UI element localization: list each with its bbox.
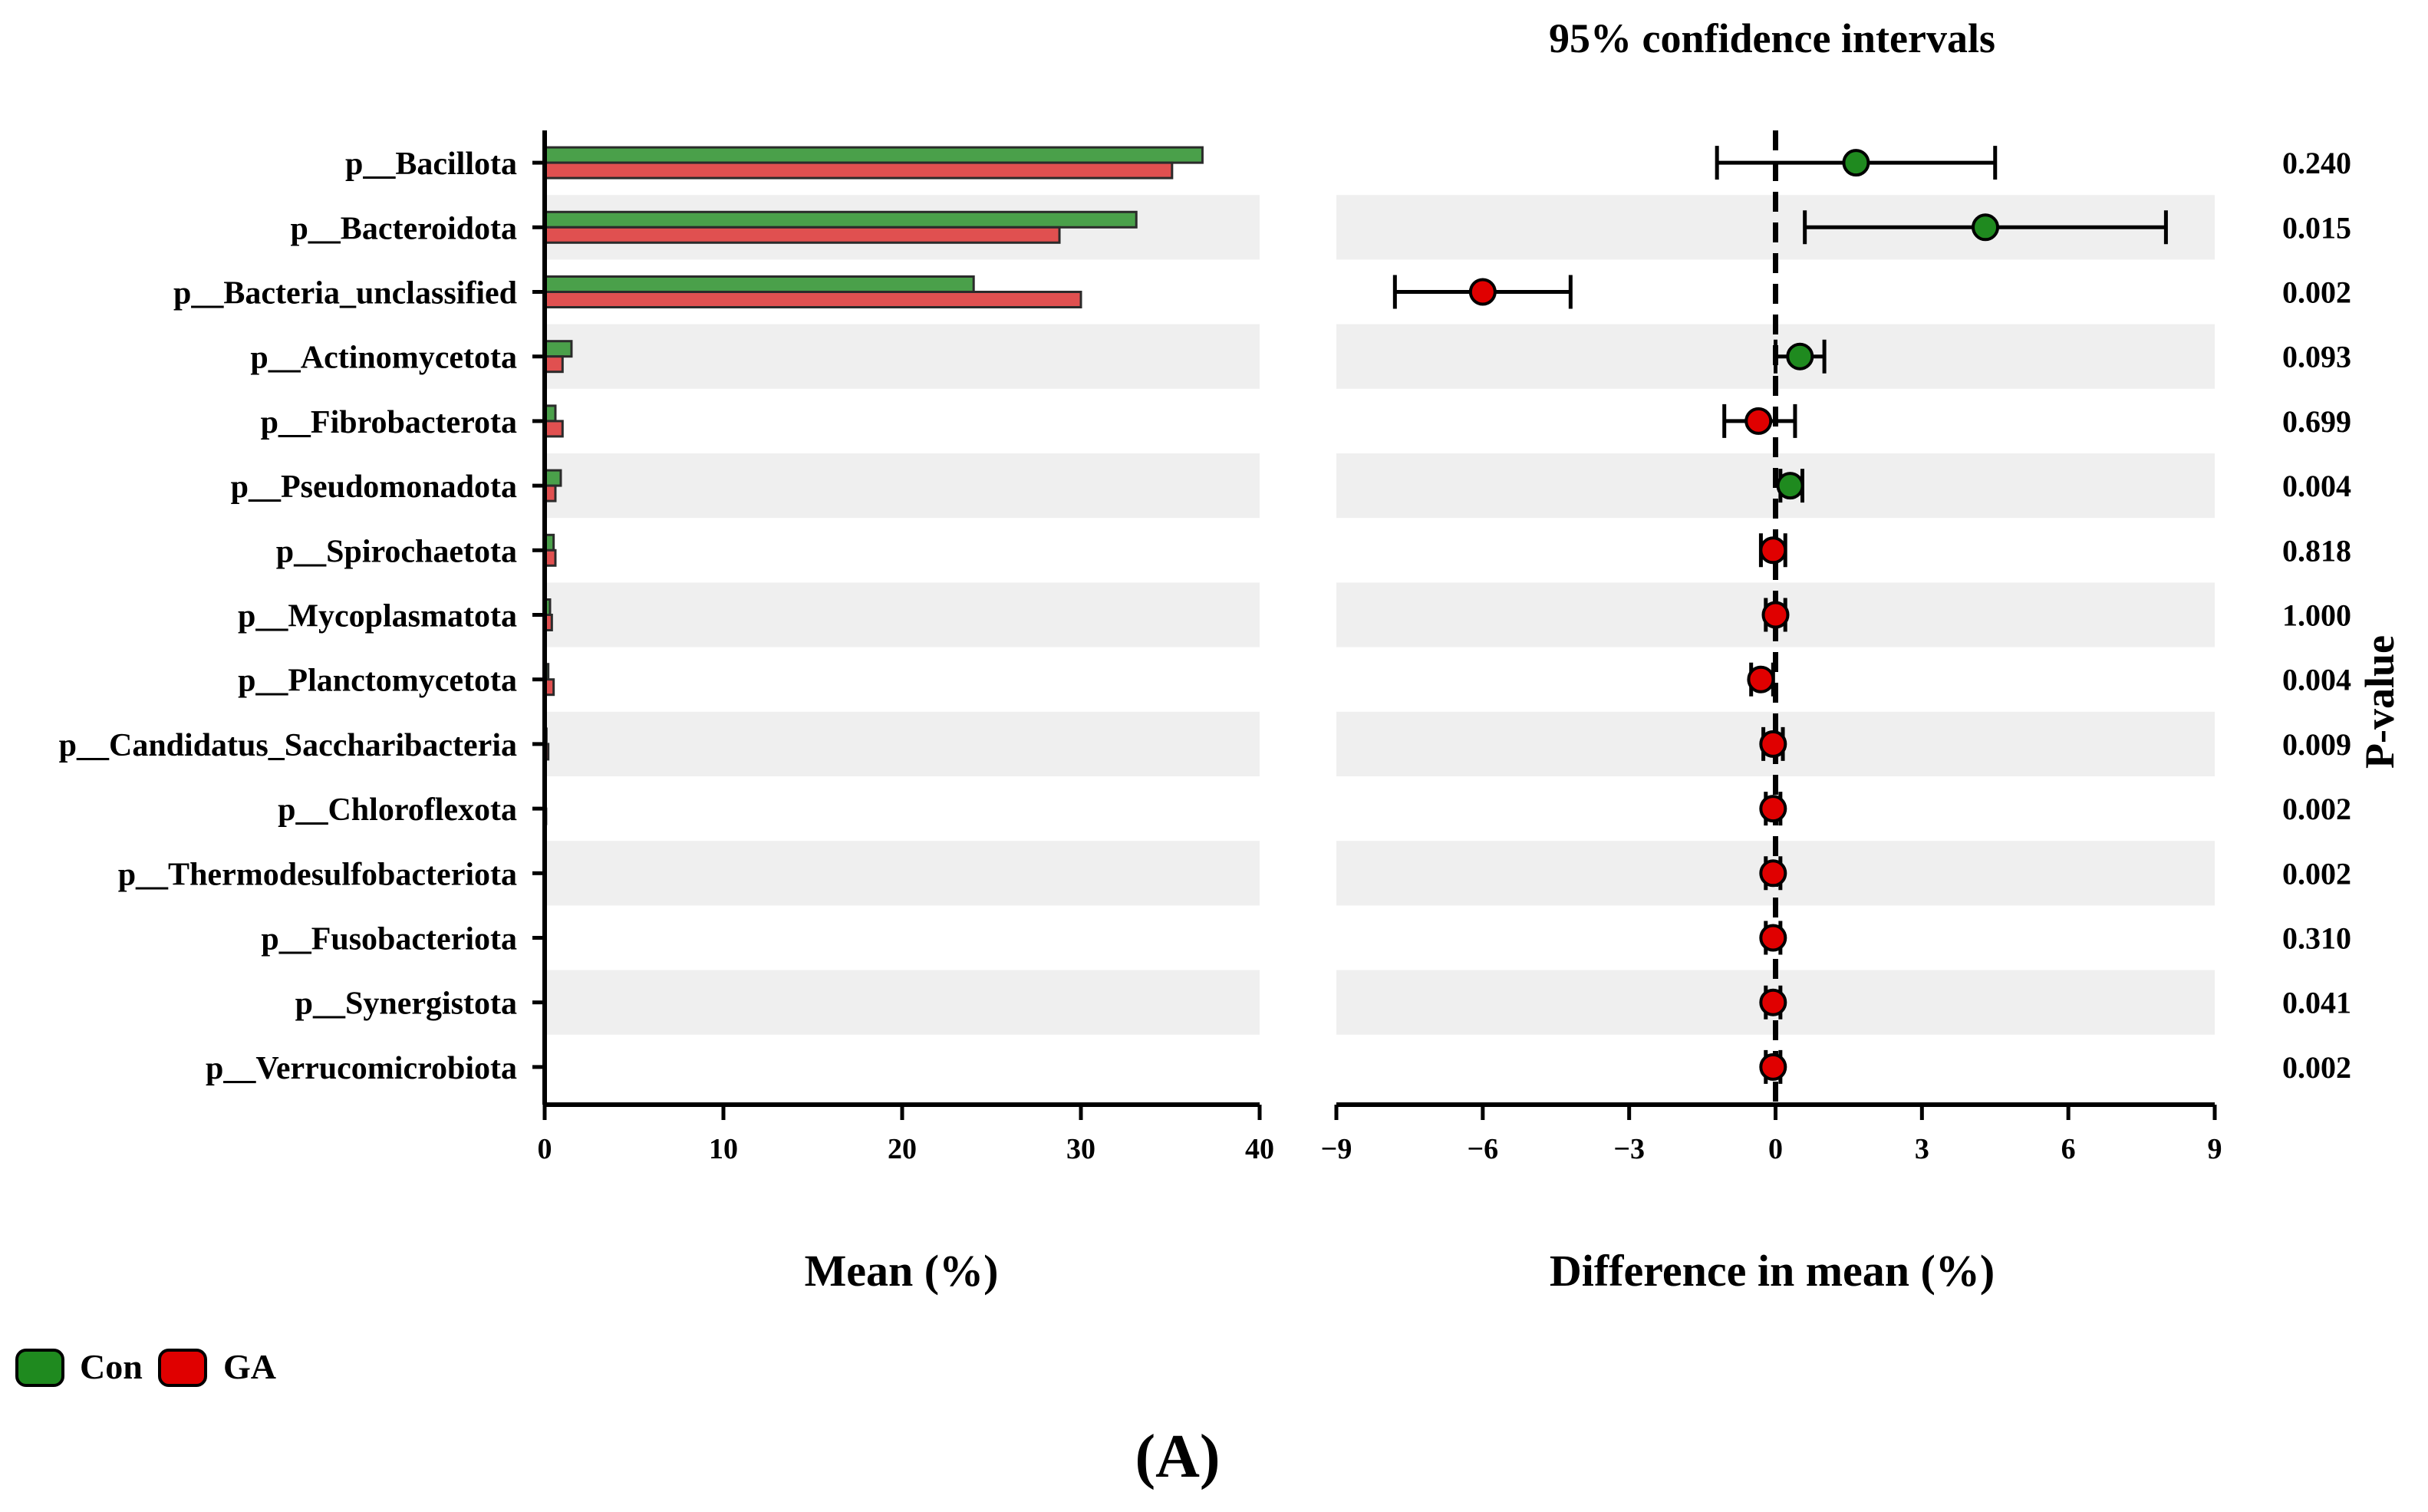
ci-point-p__Bacteria_unclassified (1468, 278, 1497, 306)
mean-axis-label: Mean (%) (805, 1246, 999, 1296)
ci-point-p__Planctomycetota (1747, 665, 1775, 693)
p-value: 0.015 (2282, 210, 2351, 245)
ci-point-p__Mycoplasmatota (1761, 601, 1790, 629)
legend-label-ga: GA (223, 1347, 276, 1386)
row-stripe-left (545, 841, 1260, 906)
category-label: p__Actinomycetota (250, 341, 517, 376)
p-value: 0.093 (2282, 340, 2351, 374)
difference-x-tick-label: 6 (2061, 1133, 2076, 1165)
difference-axis-label: Difference in mean (%) (1550, 1246, 1995, 1296)
legend-label-con: Con (80, 1347, 143, 1386)
ci-point-p__Fusobacteriota (1759, 924, 1787, 952)
p-value: 0.240 (2282, 146, 2351, 180)
p-value: 0.699 (2282, 404, 2351, 439)
p-values: 0.240 0.015 0.002 0.093 0.699 0.004 0.818 1.000… (2282, 146, 2351, 1085)
row-stripes-left (545, 195, 1260, 1035)
bar-ga-p__Fibrobacterota (543, 420, 564, 438)
p-value: 0.004 (2282, 469, 2351, 503)
category-label: p__Synergistota (295, 987, 517, 1022)
bar-con-p__Bacteroidota (543, 210, 1138, 229)
category-label: p__Spirochaetota (276, 534, 517, 569)
ci-title: 95% confidence intervals (1549, 15, 1995, 61)
ci-point-p__Chloroflexota (1759, 795, 1787, 823)
ci-point-p__Fibrobacterota (1744, 407, 1773, 435)
bar-con-p__Bacteria_unclassified (543, 275, 975, 293)
ci-point-p__Bacteroidota (1972, 213, 2000, 242)
ci-point-p__Pseudomonadota (1776, 472, 1804, 500)
bar-ga-p__Bacteroidota (543, 226, 1061, 244)
bar-ga-p__Bacillota (543, 161, 1174, 180)
mean-x-tick-label: 10 (709, 1133, 738, 1165)
p-value: 0.004 (2282, 663, 2351, 697)
p-value: 0.041 (2282, 986, 2351, 1020)
row-stripe-left (545, 582, 1260, 647)
category-label: p__Fibrobacterota (261, 405, 517, 440)
row-stripe-left (545, 711, 1260, 776)
difference-x-tick-label: −3 (1613, 1133, 1645, 1165)
mean-x-tick-label: 40 (1245, 1133, 1274, 1165)
category-label: p__Mycoplasmatota (238, 599, 517, 634)
difference-axes: −9 −6 −3 0 3 6 9 (1321, 1102, 2222, 1165)
legend: Con GA (15, 1347, 276, 1387)
ci-point-p__Verrucomicrobiota (1759, 1052, 1787, 1081)
bar-con-p__Pseudomonadota (543, 469, 562, 487)
mean-x-tick-label: 0 (538, 1133, 552, 1165)
legend-swatch-con (15, 1349, 64, 1387)
difference-x-tick-label: 9 (2208, 1133, 2222, 1165)
difference-x-tick-label: 3 (1915, 1133, 1929, 1165)
ci-point-p__Thermodesulfobacteriota (1759, 859, 1787, 888)
legend-swatch-ga (158, 1349, 207, 1387)
p-value: 0.002 (2282, 792, 2351, 826)
difference-x-tick-label: −6 (1468, 1133, 1499, 1165)
p-value: 0.310 (2282, 921, 2351, 956)
difference-x-tick-label: −9 (1321, 1133, 1352, 1165)
row-stripe-left (545, 453, 1260, 519)
category-label: p__Thermodesulfobacteriota (118, 857, 517, 892)
ci-point-p__Synergistota (1759, 988, 1787, 1016)
bar-ga-p__Actinomycetota (543, 355, 564, 374)
mean-x-tick-label: 30 (1066, 1133, 1095, 1165)
difference-x-tick-label: 0 (1768, 1133, 1783, 1165)
p-value: 0.002 (2282, 856, 2351, 891)
category-label: p__Bacteria_unclassified (173, 276, 517, 311)
p-value-axis-label: P-value (2357, 635, 2403, 769)
p-value: 0.002 (2282, 1050, 2351, 1085)
bar-con-p__Bacillota (543, 146, 1204, 164)
category-label: p__Pseudomonadota (231, 469, 517, 505)
ci-point-p__Candidatus_Saccharibacteria (1759, 730, 1787, 758)
bar-ga-p__Bacteria_unclassified (543, 291, 1082, 308)
row-stripe-left (545, 324, 1260, 389)
mean-x-tick-label: 20 (888, 1133, 917, 1165)
category-label: p__Bacteroidota (290, 211, 517, 246)
category-labels: p__Bacillota p__Bacteroidota p__Bacteria_u… (59, 147, 517, 1086)
bar-con-p__Actinomycetota (543, 340, 573, 358)
category-label: p__Candidatus_Saccharibacteria (59, 728, 517, 763)
panel-label: (A) (1135, 1423, 1220, 1491)
ci-point-p__Bacillota (1842, 149, 1870, 177)
p-value: 0.818 (2282, 533, 2351, 568)
ci-point-p__Spirochaetota (1759, 536, 1787, 565)
ci-point-p__Actinomycetota (1786, 342, 1814, 371)
category-label: p__Fusobacteriota (261, 922, 517, 957)
category-label: p__Bacillota (345, 147, 517, 182)
category-label: p__Verrucomicrobiota (206, 1051, 517, 1086)
p-value: 1.000 (2282, 598, 2351, 633)
mean-axes: 0 10 20 30 40 (532, 130, 1274, 1165)
p-value: 0.009 (2282, 727, 2351, 762)
category-label: p__Planctomycetota (238, 664, 517, 699)
row-stripe-left (545, 970, 1260, 1035)
confidence-intervals (1392, 146, 2168, 1084)
category-label: p__Chloroflexota (278, 792, 517, 828)
p-value: 0.002 (2282, 275, 2351, 310)
